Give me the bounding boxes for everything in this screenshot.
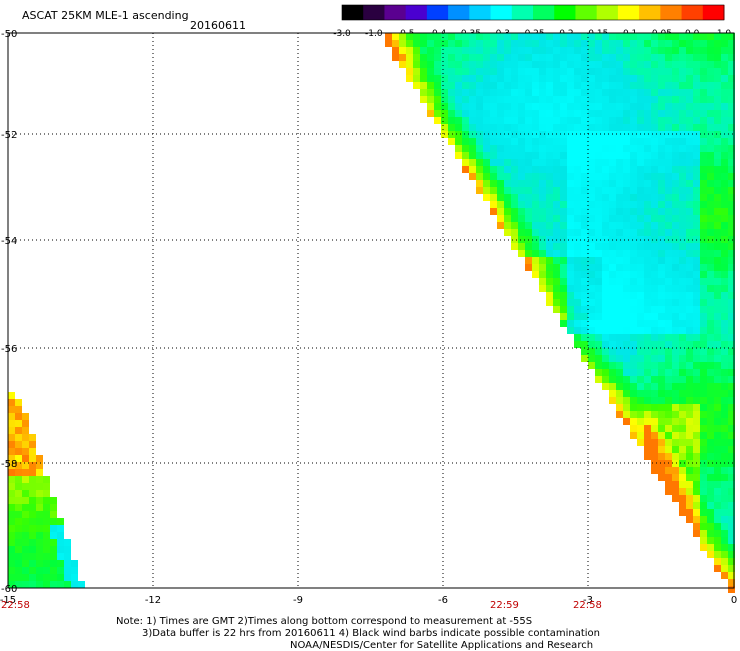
colorbar-segment xyxy=(511,5,534,20)
lat-lon-grid xyxy=(8,33,734,588)
colorbar-segment xyxy=(596,5,619,20)
swath-west xyxy=(8,392,85,588)
lon-labels: -15 -12 -9 -6 -3 0 xyxy=(0,595,737,606)
map-title: ASCAT 25KM MLE-1 ascending xyxy=(22,9,189,22)
lat-labels: -50 -52 -54 -56 -58 -60 xyxy=(1,29,17,595)
colorbar-segment xyxy=(617,5,640,20)
colorbar-segment xyxy=(575,5,598,20)
colorbar-segment xyxy=(681,5,704,20)
map-frame xyxy=(7,32,735,589)
colorbar-segment xyxy=(426,5,449,20)
lon-label: -15 xyxy=(0,595,16,606)
colorbar-segment xyxy=(702,5,725,20)
lat-label: -58 xyxy=(1,459,17,470)
lat-label: -60 xyxy=(1,584,17,595)
colorbar-segment xyxy=(554,5,576,20)
note-line-1: Note: 1) Times are GMT 2)Times along bot… xyxy=(116,616,533,627)
colorbar-segment xyxy=(363,5,385,20)
colorbar-segment xyxy=(469,5,492,20)
lon-label: 0 xyxy=(731,595,737,606)
lon-label: -6 xyxy=(438,595,448,606)
lon-label: -9 xyxy=(293,595,303,606)
lon-label: -3 xyxy=(583,595,593,606)
colorbar-segment xyxy=(405,5,428,20)
time-label-west: 22:58 xyxy=(1,600,30,611)
colorbar-segment xyxy=(490,5,513,20)
colorbar-segment xyxy=(384,5,407,20)
lat-label: -54 xyxy=(1,236,17,247)
colorbar-segment xyxy=(639,5,661,20)
time-label-middle: 22:59 xyxy=(490,600,519,611)
colorbar-segment xyxy=(660,5,683,20)
lat-label: -52 xyxy=(1,130,17,141)
colorbar-label: -1.0 xyxy=(365,29,383,39)
lat-label: -50 xyxy=(1,29,17,40)
lon-label: -12 xyxy=(145,595,161,606)
note-line-3: NOAA/NESDIS/Center for Satellite Applica… xyxy=(290,640,594,651)
swath-east xyxy=(385,33,735,593)
colorbar-segment xyxy=(342,5,364,20)
colorbar-label: -3.0 xyxy=(333,29,351,39)
lat-label: -56 xyxy=(1,344,17,355)
map-date: 20160611 xyxy=(190,19,246,32)
colorbar-segment xyxy=(533,5,555,20)
time-label-east: 22:58 xyxy=(573,600,602,611)
colorbar-segment xyxy=(448,5,470,20)
note-line-2: 3)Data buffer is 22 hrs from 20160611 4)… xyxy=(142,628,600,639)
